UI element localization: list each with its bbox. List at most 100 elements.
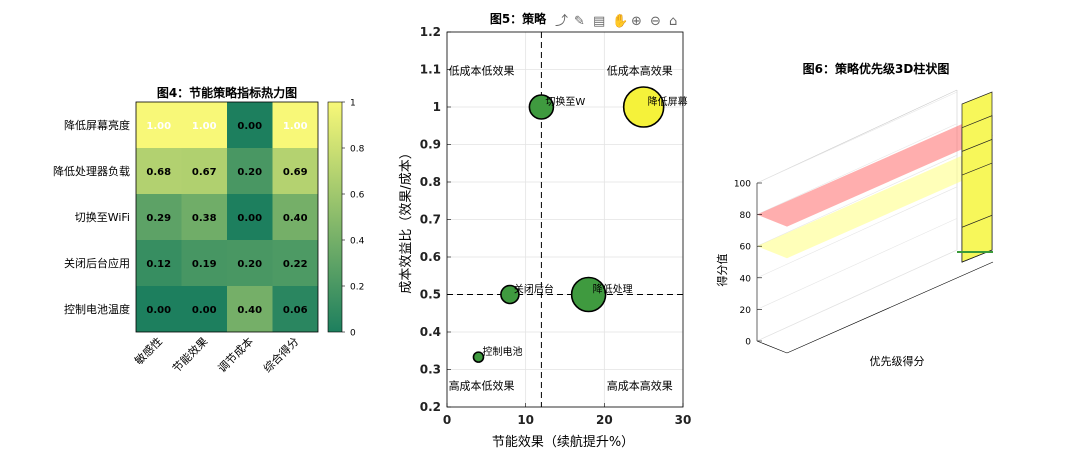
heatmap-cell-label: 0.00	[237, 213, 262, 224]
scatter-y-tick-label: 1.1	[420, 63, 441, 77]
heatmap-frame	[135, 101, 319, 333]
heatmap-chart: 图4：节能策略指标热力图 1.00 1.00 0.00 1.00 0.68 0.67 0.2…	[53, 85, 365, 375]
scatter-y-tick-label: 1.2	[420, 25, 441, 39]
scatter-x-tick-label: 0	[443, 413, 451, 427]
scatter-y-tick-label: 0.4	[420, 325, 441, 339]
threshold-plane-low	[757, 155, 993, 259]
home-icon[interactable]: ⌂	[669, 14, 677, 29]
heatmap-cell-label: 0.12	[146, 259, 171, 270]
heatmap-cell-label: 0.67	[192, 167, 217, 178]
heatmap-cell	[227, 148, 273, 194]
heatmap-cell-label: 0.22	[283, 259, 308, 270]
bar3d-xlabel: 优先级得分	[870, 355, 925, 368]
bar3d-title: 图6：策略优先级3D柱状图	[803, 61, 950, 76]
bubble-point	[528, 94, 555, 120]
bubble-point	[622, 86, 665, 128]
heatmap-cell	[272, 194, 318, 240]
heatmap-cell-label: 0.40	[237, 305, 262, 316]
heatmap-cell-label: 0.20	[237, 259, 262, 270]
heatmap-column-label: 敏感性	[132, 334, 165, 367]
scatter-ylabel: 成本效益比（效果/成本）	[399, 146, 414, 293]
bar3d-z-tick-label: 0	[745, 338, 751, 348]
bar3d-chart: 图6：策略优先级3D柱状图 0 20 40 60 80 100 优先级得分 得分值	[716, 61, 994, 368]
colorbar-tick-label: 0.2	[350, 283, 364, 293]
heatmap-column-label: 调节成本	[215, 334, 256, 375]
heatmap-cell	[181, 194, 227, 240]
zoom-out-icon[interactable]: ⊖	[650, 14, 661, 29]
heatmap-cell	[181, 102, 227, 148]
brush-icon[interactable]: ✎	[574, 14, 585, 29]
heatmap-cell-label: 0.38	[192, 213, 217, 224]
heatmap-column-label: 综合得分	[260, 334, 301, 375]
heatmap-cell-label: 0.29	[146, 213, 171, 224]
heatmap-cell	[136, 240, 182, 286]
heatmap-cell	[136, 148, 182, 194]
heatmap-title: 图4：节能策略指标热力图	[157, 85, 297, 100]
bubble-label: 控制电池	[482, 345, 522, 358]
scatter-y-tick-label: 1	[433, 100, 441, 114]
heatmap-cell	[136, 194, 182, 240]
scatter-x-tick-label: 10	[517, 413, 534, 427]
heatmap-cell-label: 0.68	[146, 167, 171, 178]
pan-icon[interactable]: ✋	[612, 13, 628, 29]
bubble-point	[570, 276, 607, 313]
heatmap-cell-label: 1.00	[192, 121, 217, 132]
scatter-title: 图5：策略	[490, 11, 547, 26]
threshold-plane-high	[757, 123, 993, 227]
colorbar-tick-label: 1	[350, 99, 356, 109]
heatmap-cell	[181, 286, 227, 332]
heatmap-cell-label: 0.00	[146, 305, 171, 316]
bar3d-bar	[961, 214, 993, 263]
bar3d-z-tick-label: 80	[740, 211, 752, 221]
heatmap-cell	[272, 148, 318, 194]
scatter-y-tick-label: 0.8	[420, 175, 441, 189]
heatmap-cell-label: 1.00	[146, 121, 171, 132]
heatmap-row-label: 降低屏幕亮度	[64, 118, 130, 132]
heatmap-cell	[272, 286, 318, 332]
heatmap-cell-label: 0.00	[237, 121, 262, 132]
heatmap-cell-label: 0.69	[283, 167, 308, 178]
heatmap-cell-label: 0.40	[283, 213, 308, 224]
heatmap-cell	[136, 286, 182, 332]
heatmap-cell-label: 0.06	[283, 305, 308, 316]
bubble-point	[500, 284, 520, 305]
scatter-y-tick-label: 0.7	[420, 213, 441, 227]
heatmap-row-label: 切换至WiFi	[75, 210, 130, 224]
scatter-xlabel: 节能效果（续航提升%）	[492, 434, 634, 450]
data-tips-icon[interactable]: ▤	[593, 14, 605, 29]
quadrant-label: 高成本低效果	[449, 379, 515, 393]
bubble-label: 降低处理	[593, 283, 633, 296]
scatter-x-tick-label: 20	[596, 413, 613, 427]
heatmap-cell-label: 1.00	[283, 121, 308, 132]
bubble-label: 降低屏幕	[648, 95, 688, 108]
heatmap-cell-label: 0.19	[192, 259, 217, 270]
zoom-in-icon[interactable]: ⊕	[631, 14, 642, 29]
scatter-y-tick-label: 0.9	[420, 138, 441, 152]
colorbar-tick-label: 0.4	[350, 237, 365, 247]
bubble-label: 关闭后台	[514, 283, 554, 296]
heatmap-cell	[227, 286, 273, 332]
heatmap-cell	[227, 240, 273, 286]
bar3d-ylabel: 得分值	[716, 254, 729, 287]
heatmap-cell-label: 0.00	[192, 305, 217, 316]
scatter-x-tick-label: 30	[675, 413, 692, 427]
colorbar-tick-label: 0.6	[350, 191, 365, 201]
heatmap-cell	[227, 194, 273, 240]
quadrant-label: 低成本低效果	[449, 64, 515, 78]
heatmap-cell	[181, 148, 227, 194]
heatmap-cell	[136, 102, 182, 148]
heatmap-cell	[181, 240, 227, 286]
bubble-point	[472, 351, 485, 363]
colorbar-tick-label: 0.8	[350, 145, 365, 155]
heatmap-cell-label: 0.20	[237, 167, 262, 178]
export-icon[interactable]: ⤴	[555, 14, 568, 29]
bar3d-z-tick-label: 100	[734, 180, 751, 190]
heatmap-cell	[272, 240, 318, 286]
heatmap-column-label: 节能效果	[169, 334, 210, 375]
scatter-y-tick-label: 0.2	[420, 400, 441, 414]
colorbar-tick-label: 0	[350, 329, 356, 339]
bubble-label: 切换至W	[545, 95, 585, 108]
figure-toolbar: ⤴ ✎ ▤ ✋ ⊕ ⊖ ⌂	[555, 13, 677, 29]
depth-axis	[786, 261, 994, 354]
